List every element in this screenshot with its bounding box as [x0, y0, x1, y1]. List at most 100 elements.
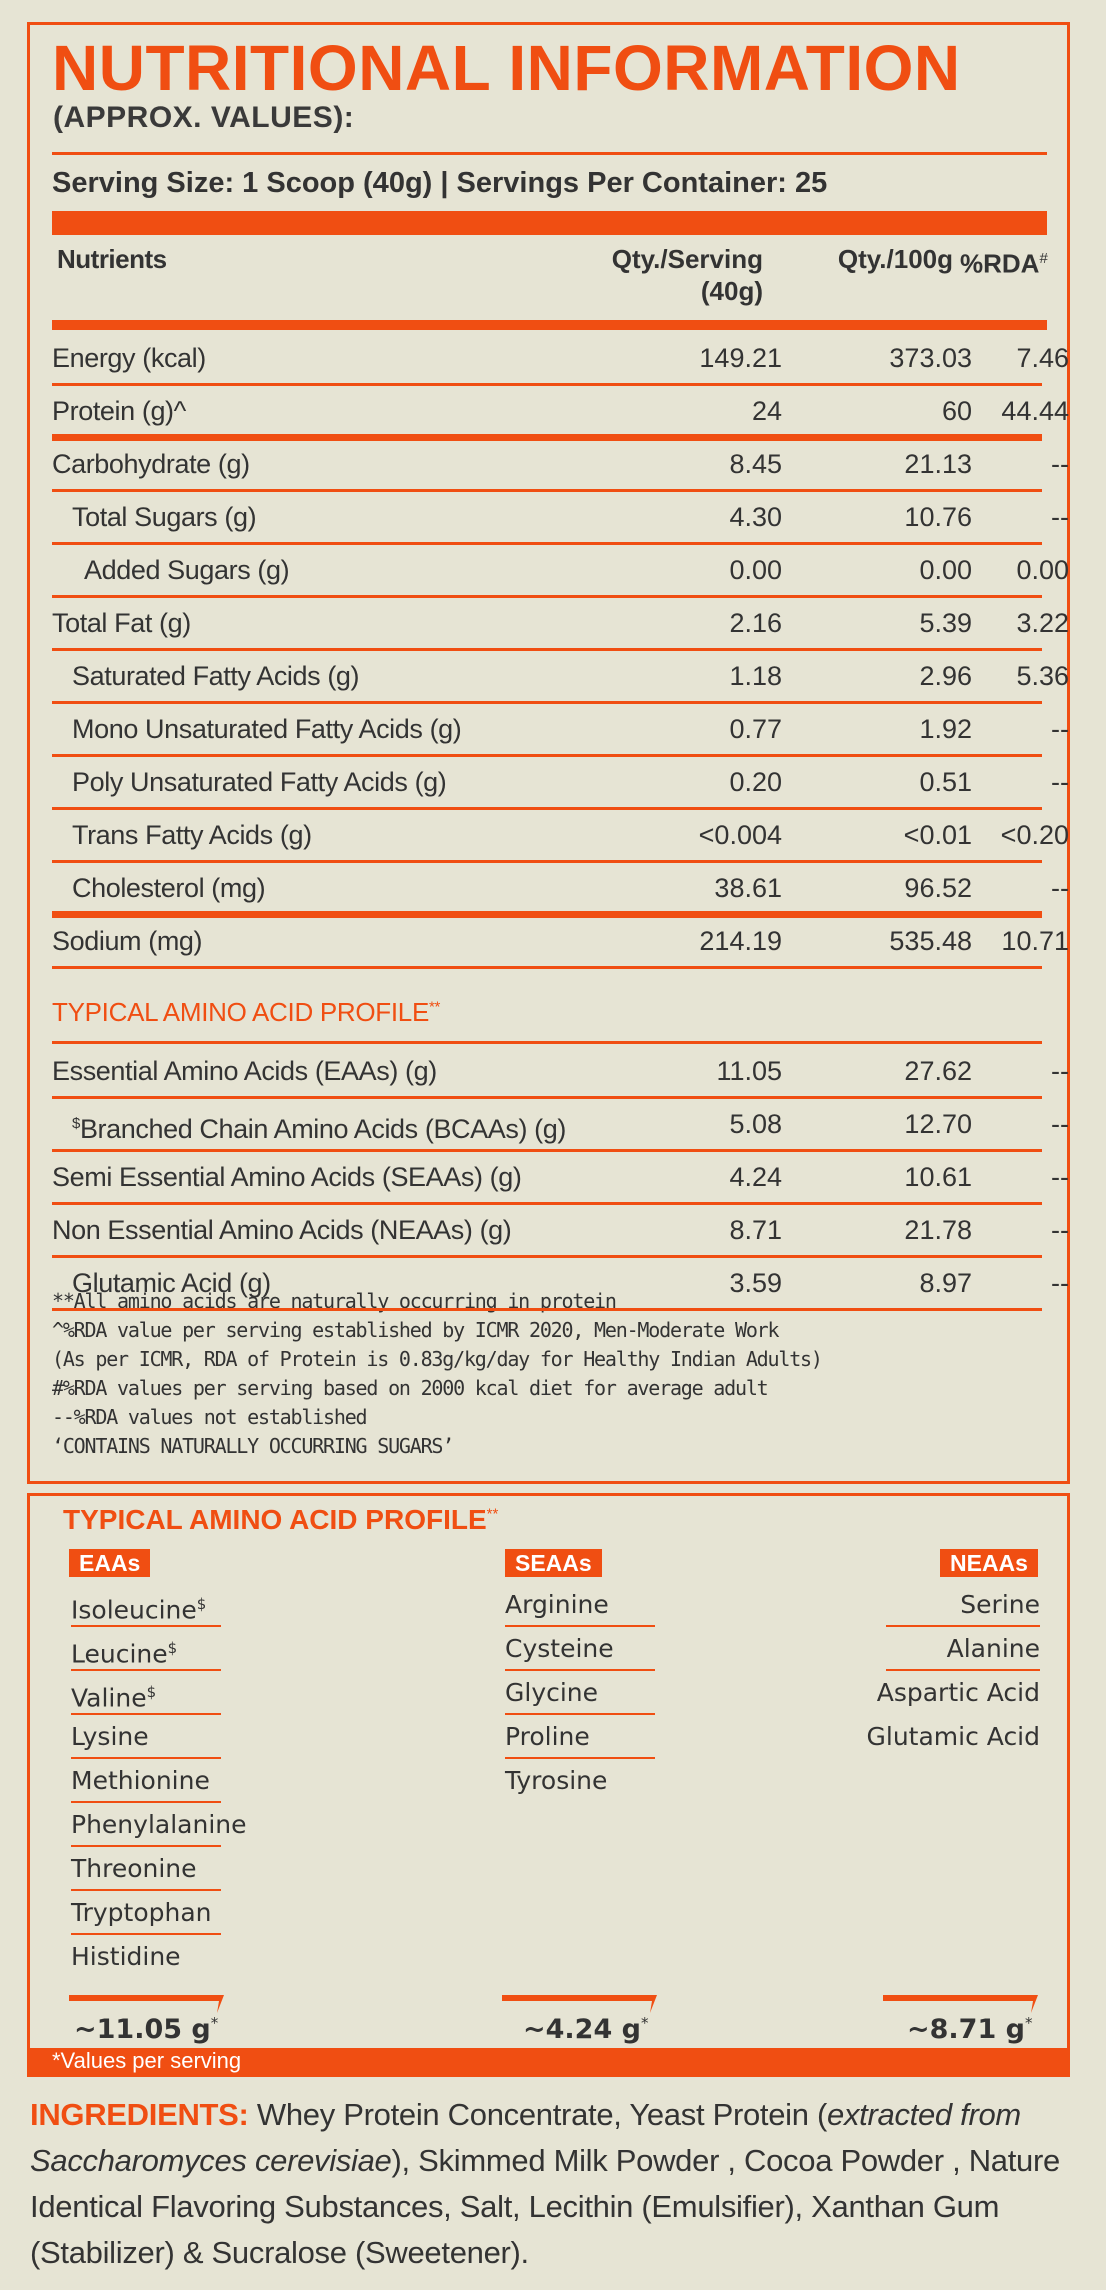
qty-per-100g: 535.48 — [889, 926, 972, 956]
row-divider — [52, 1202, 1042, 1205]
column-header-nutrients: Nutrients — [57, 244, 167, 274]
eaas-total-value: ~11.05 g — [74, 2014, 211, 2045]
seaas-tag: SEAAs — [505, 1549, 602, 1577]
title-divider — [52, 152, 1047, 155]
rda-value: 10.71 — [1001, 926, 1069, 956]
eaa-item: Threonine — [71, 1848, 197, 1890]
list-divider — [886, 1669, 1040, 1671]
qty-per-serving: 24 — [751, 396, 782, 426]
qty-per-100g: 27.62 — [904, 1056, 972, 1086]
qty-per-serving: 5.08 — [729, 1109, 782, 1139]
table-top-bar — [52, 211, 1047, 235]
rda-value: -- — [1051, 449, 1069, 479]
amino-row: $Branched Chain Amino Acids (BCAAs) (g) 5… — [52, 1098, 1069, 1150]
amino-row: Non Essential Amino Acids (NEAAs) (g) 8.7… — [52, 1204, 1069, 1256]
seaas-total: ~4.24 g* — [523, 2014, 648, 2045]
amino-profile-panel: TYPICAL AMINO ACID PROFILE** EAAs SEAAs … — [27, 1493, 1070, 2077]
eaa-item: Isoleucine$ — [71, 1584, 206, 1626]
list-divider — [505, 1713, 655, 1715]
rda-value: -- — [1051, 873, 1069, 903]
eaa-item: Phenylalanine — [71, 1804, 247, 1846]
row-divider — [52, 966, 1042, 969]
row-divider — [52, 911, 1042, 918]
footnote: --%RDA values not established — [52, 1405, 368, 1429]
amino-name: Glutamic Acid (g) — [72, 1265, 271, 1301]
column-header-per-100g: Qty./100g — [837, 244, 953, 274]
qty-per-100g: <0.01 — [903, 820, 972, 850]
eaa-name: Phenylalanine — [71, 1810, 247, 1839]
qty-per-serving: 11.05 — [716, 1056, 782, 1086]
nutrient-row: Total Sugars (g) 4.30 10.76 -- — [52, 491, 1069, 543]
eaa-item: Valine$ — [71, 1672, 156, 1714]
nutrient-name: Cholesterol (mg) — [72, 873, 266, 903]
amino-profile-heading-text: TYPICAL AMINO ACID PROFILE — [63, 1504, 487, 1535]
row-divider — [52, 1255, 1042, 1258]
amino-name: Essential Amino Acids (EAAs) (g) — [52, 1053, 437, 1089]
amino-row: Semi Essential Amino Acids (SEAAs) (g) 4.… — [52, 1151, 1069, 1203]
neaas-total-marker — [883, 1995, 1038, 2013]
qty-per-100g: 10.61 — [904, 1162, 972, 1192]
amino-name-text: Non Essential Amino Acids (NEAAs) (g) — [52, 1215, 512, 1245]
row-divider — [52, 1096, 1042, 1099]
qty-per-serving: 0.00 — [729, 555, 782, 585]
rda-value: 0.00 — [1016, 555, 1069, 585]
nutrient-name: Mono Unsaturated Fatty Acids (g) — [72, 714, 462, 744]
amino-mark: $ — [72, 1115, 80, 1132]
eaa-name: Isoleucine — [71, 1595, 197, 1625]
seaas-total-marker — [502, 1995, 657, 2013]
nutrient-row: Carbohydrate (g) 8.45 21.13 -- — [52, 438, 1069, 490]
ingredients-text-1: Whey Protein Concentrate, Yeast Protein … — [248, 2097, 828, 2132]
seaa-item: Glycine — [505, 1678, 599, 1707]
eaa-item: Leucine$ — [71, 1628, 177, 1670]
nutrient-row: Cholesterol (mg) 38.61 96.52 -- — [52, 862, 1069, 914]
row-divider — [52, 595, 1042, 598]
nutrient-name: Protein (g)^ — [52, 396, 186, 426]
qty-per-100g: 21.13 — [904, 449, 972, 479]
eaa-item: Lysine — [71, 1716, 149, 1758]
nutrient-name: Trans Fatty Acids (g) — [72, 820, 312, 850]
eaas-total-marker — [69, 1995, 224, 2013]
qty-per-100g: 21.78 — [904, 1215, 972, 1245]
rda-value: 7.46 — [1016, 343, 1069, 373]
qty-per-100g: 8.97 — [919, 1268, 972, 1298]
qty-per-100g: 0.00 — [919, 555, 972, 585]
qty-per-serving: 214.19 — [699, 926, 782, 956]
seaas-total-value: ~4.24 g — [523, 2014, 641, 2045]
qty-per-100g: 0.51 — [919, 767, 972, 797]
row-divider — [52, 807, 1042, 810]
nutrient-row: Poly Unsaturated Fatty Acids (g) 0.20 0.51… — [52, 756, 1069, 808]
nutrient-name: Poly Unsaturated Fatty Acids (g) — [72, 767, 447, 797]
row-divider — [52, 648, 1042, 651]
rda-label: %RDA — [960, 248, 1040, 279]
eaa-name: Leucine — [71, 1639, 168, 1669]
rda-value: -- — [1051, 767, 1069, 797]
qty-per-serving: <0.004 — [698, 820, 782, 850]
rda-value: -- — [1051, 1215, 1069, 1245]
eaa-name: Histidine — [71, 1942, 181, 1971]
qty-per-serving: 2.16 — [729, 608, 782, 638]
amino-profile-heading: TYPICAL AMINO ACID PROFILE** — [63, 1504, 498, 1536]
qty-per-100g: 373.03 — [889, 343, 972, 373]
amino-profile-heading-mark: ** — [486, 1505, 499, 1523]
seaa-item: Proline — [505, 1722, 590, 1751]
nutrient-row: Protein (g)^ 24 60 44.44 — [52, 385, 1069, 437]
qty-per-serving: 1.18 — [729, 661, 782, 691]
footnote: #%RDA values per serving based on 2000 k… — [52, 1376, 769, 1400]
list-divider — [71, 1713, 221, 1715]
row-divider — [52, 701, 1042, 704]
seaa-item: Arginine — [505, 1590, 609, 1619]
amino-name: Semi Essential Amino Acids (SEAAs) (g) — [52, 1159, 522, 1195]
rda-value: 44.44 — [1001, 396, 1069, 426]
nutrient-name: Energy (kcal) — [52, 343, 206, 373]
rda-value: -- — [1051, 1109, 1069, 1139]
qty-per-serving: 8.71 — [729, 1215, 782, 1245]
eaa-name: Tryptophan — [71, 1898, 212, 1927]
eaa-name: Valine — [71, 1683, 147, 1713]
row-divider — [52, 860, 1042, 863]
list-divider — [505, 1625, 655, 1627]
row-divider — [52, 1149, 1042, 1152]
qty-per-100g: 5.39 — [919, 608, 972, 638]
nutrient-name: Saturated Fatty Acids (g) — [72, 661, 360, 691]
eaas-total-mark: * — [210, 2014, 219, 2032]
amino-row: Glutamic Acid (g) 3.59 8.97 -- — [52, 1257, 1069, 1309]
